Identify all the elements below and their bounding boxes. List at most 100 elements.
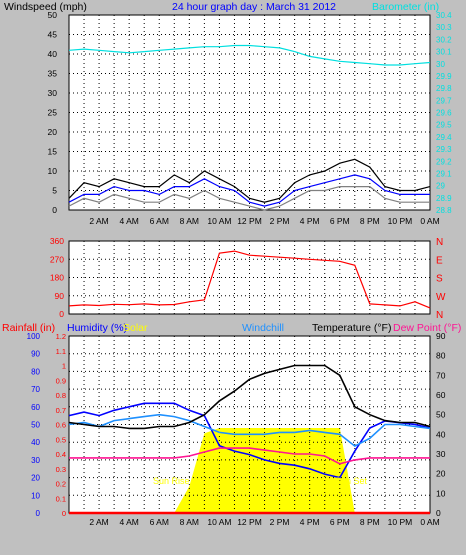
direction-grid: [69, 240, 431, 315]
temperature-y-tick-label: 0: [436, 508, 441, 518]
legend-humidity: Humidity (%): [67, 322, 127, 334]
rainfall-y-tick-label: 0.9: [56, 376, 66, 385]
direction-y-ticks: 0 90 180 270 360: [50, 236, 64, 319]
rainfall-y-tick-label: 0.7: [56, 406, 66, 415]
barometer-y-tick-label: 30.1: [436, 48, 452, 57]
series-line-windchill: [68, 413, 431, 448]
temperature-y-tick-label: 80: [436, 351, 446, 361]
barometer-y-tick-label: 30.4: [436, 11, 452, 20]
direction-y-tick-label: 180: [50, 273, 64, 283]
compass-label: N: [436, 237, 443, 248]
humidity-y-tick-label: 70: [31, 385, 40, 394]
rainfall-y-tick-label: 1.1: [56, 347, 66, 356]
humidity-y-tick-label: 60: [31, 403, 40, 412]
rainfall-y-tick-label: 0.2: [56, 480, 66, 489]
wind-y-tick-label: 25: [48, 108, 58, 118]
temperature-y-tick-label: 40: [436, 429, 446, 439]
compass-label: E: [436, 255, 443, 266]
wind-y-ticks: 0 5 10 15 20 25 30 35 40 45 50: [48, 10, 58, 215]
barometer-axis-title: Barometer (in): [372, 1, 439, 13]
x-tick-label: 10 PM: [388, 517, 413, 527]
rainfall-y-tick-label: 0.1: [56, 494, 66, 503]
sunrise-label: Sun Rise: [153, 476, 190, 486]
rainfall-y-tick-label: 0.6: [56, 421, 66, 430]
humidity-y-tick-label: 30: [31, 456, 40, 465]
wind-y-tick-label: 15: [48, 147, 58, 157]
series-line-average: [68, 186, 430, 211]
rainfall-y-ticks: 0 0.1 0.2 0.3 0.4 0.5 0.6 0.7 0.8 0.9 1 1.1 1.2: [56, 332, 66, 518]
series-line-dew-point-f: [69, 447, 430, 465]
series-area-solar: [69, 428, 430, 513]
compass-label: W: [436, 292, 446, 303]
rainfall-y-tick-label: 0.5: [56, 435, 66, 444]
wind-y-tick-label: 45: [48, 30, 58, 40]
compass-label: S: [436, 274, 443, 285]
x-tick-label: 2 AM: [89, 517, 108, 527]
x-tick-label: 10 AM: [207, 517, 231, 527]
x-tick-label: 12 PM: [237, 517, 262, 527]
direction-y-tick-label: 0: [59, 309, 64, 319]
barometer-y-tick-label: 29: [436, 182, 445, 191]
x-tick-label: 10 AM: [207, 216, 231, 226]
barometer-y-tick-label: 29.1: [436, 169, 452, 178]
humidity-y-tick-label: 40: [31, 438, 40, 447]
solar-series-group: [69, 428, 430, 513]
x-tick-label: 4 AM: [119, 517, 138, 527]
temperature-y-tick-label: 50: [436, 410, 446, 420]
barometer-y-tick-label: 29.4: [436, 133, 452, 142]
x-tick-label: 4 AM: [119, 216, 138, 226]
wind-y-tick-label: 50: [48, 10, 58, 20]
barometer-y-ticks: 28.8 28.9 29 29.1 29.2 29.3 29.4 29.5 29.6 29.7 29…: [436, 11, 452, 215]
humidity-y-tick-label: 10: [31, 491, 40, 500]
x-tick-label: 10 PM: [388, 216, 413, 226]
x-tick-label: 8 PM: [360, 216, 380, 226]
legend-solar: Solar: [123, 322, 148, 334]
wind-axis-title: Windspeed (mph): [4, 1, 87, 13]
sunset-label: Sun Set: [335, 476, 368, 486]
barometer-y-tick-label: 30.2: [436, 35, 452, 44]
humidity-y-tick-label: 80: [31, 367, 40, 376]
rainfall-y-tick-label: 0.3: [56, 465, 66, 474]
rainfall-y-tick-label: 1: [62, 362, 66, 371]
x-tick-label: 2 PM: [270, 517, 290, 527]
wind-grid: [69, 14, 431, 211]
x-tick-label: 6 PM: [330, 517, 350, 527]
humidity-y-tick-label: 90: [31, 350, 40, 359]
barometer-y-tick-label: 29.9: [436, 72, 452, 81]
x-tick-label: 4 PM: [300, 517, 320, 527]
barometer-y-tick-label: 29.8: [436, 84, 452, 93]
barometer-y-tick-label: 28.9: [436, 194, 452, 203]
direction-y-tick-label: 360: [50, 236, 64, 246]
series-line-gust: [68, 158, 431, 203]
series-line-humidity: [68, 402, 431, 479]
x-tick-label: 6 AM: [150, 216, 169, 226]
rainfall-y-tick-label: 1.2: [56, 332, 66, 341]
wind-series-group: [68, 44, 431, 211]
wind-y-tick-label: 40: [48, 49, 58, 59]
x-tick-label: 6 PM: [330, 216, 350, 226]
temperature-y-tick-label: 10: [436, 488, 446, 498]
series-line-temperature-f: [68, 364, 431, 430]
temperature-x-ticks: 2 AM 4 AM 6 AM 8 AM 10 AM 12 PM 2 PM 4 PM 6 PM 8 …: [89, 517, 439, 527]
x-tick-label: 8 AM: [180, 517, 199, 527]
wind-y-tick-label: 5: [52, 186, 57, 196]
wind-y-tick-label: 35: [48, 69, 58, 79]
barometer-y-tick-label: 29.2: [436, 157, 452, 166]
wind-y-tick-label: 10: [48, 166, 58, 176]
temperature-y-ticks: 0 10 20 30 40 50 60 70 80 90: [436, 331, 446, 518]
wind-y-tick-label: 20: [48, 127, 58, 137]
wind-y-tick-label: 30: [48, 88, 58, 98]
legend-dewpoint: Dew Point (°F): [393, 322, 461, 334]
rainfall-y-tick-label: 0.8: [56, 391, 66, 400]
temperature-y-tick-label: 90: [436, 331, 446, 341]
humidity-y-tick-label: 50: [31, 421, 40, 430]
series-line-direction: [68, 250, 431, 309]
barometer-y-tick-label: 28.8: [436, 206, 452, 215]
temperature-y-tick-label: 30: [436, 449, 446, 459]
barometer-y-tick-label: 30: [436, 60, 445, 69]
temperature-y-tick-label: 20: [436, 469, 446, 479]
humidity-y-tick-label: 100: [27, 332, 41, 341]
legend-rainfall: Rainfall (in): [2, 322, 55, 334]
series-line-trend: [68, 174, 430, 207]
